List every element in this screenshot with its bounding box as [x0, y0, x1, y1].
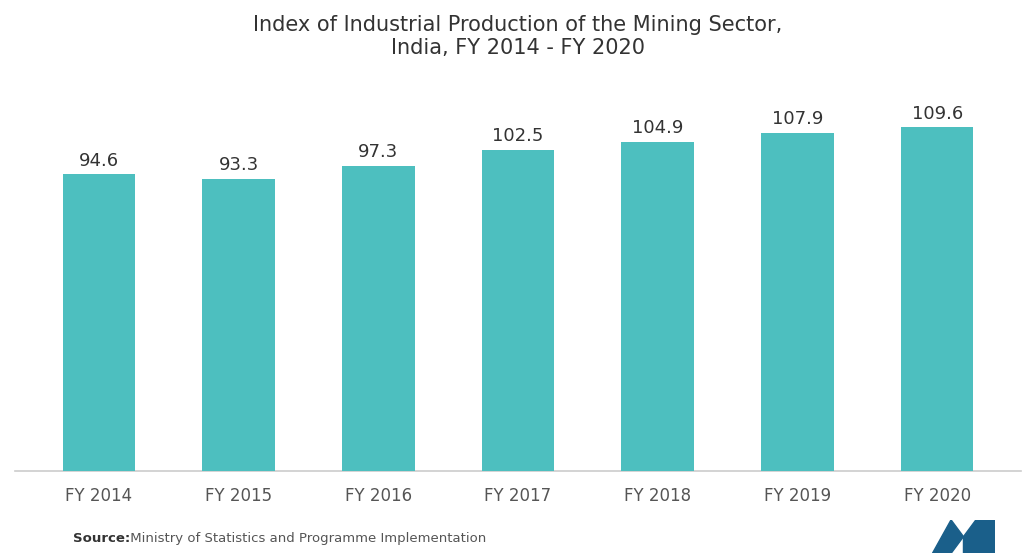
Polygon shape — [932, 520, 963, 553]
Text: 93.3: 93.3 — [219, 156, 259, 174]
Bar — [342, 166, 414, 471]
Bar — [622, 142, 694, 471]
Bar — [202, 178, 275, 471]
Text: Ministry of Statistics and Programme Implementation: Ministry of Statistics and Programme Imp… — [126, 532, 487, 545]
Text: 94.6: 94.6 — [79, 151, 119, 170]
Text: 97.3: 97.3 — [358, 143, 399, 162]
Bar — [901, 127, 974, 471]
Text: 102.5: 102.5 — [492, 127, 544, 145]
Bar — [761, 133, 834, 471]
Text: 104.9: 104.9 — [632, 120, 684, 138]
Title: Index of Industrial Production of the Mining Sector,
India, FY 2014 - FY 2020: Index of Industrial Production of the Mi… — [254, 15, 782, 58]
Polygon shape — [963, 520, 995, 553]
Bar — [62, 174, 135, 471]
Text: Source:: Source: — [73, 532, 130, 545]
Text: 107.9: 107.9 — [772, 110, 824, 128]
Bar — [482, 150, 554, 471]
Text: 109.6: 109.6 — [912, 105, 962, 123]
